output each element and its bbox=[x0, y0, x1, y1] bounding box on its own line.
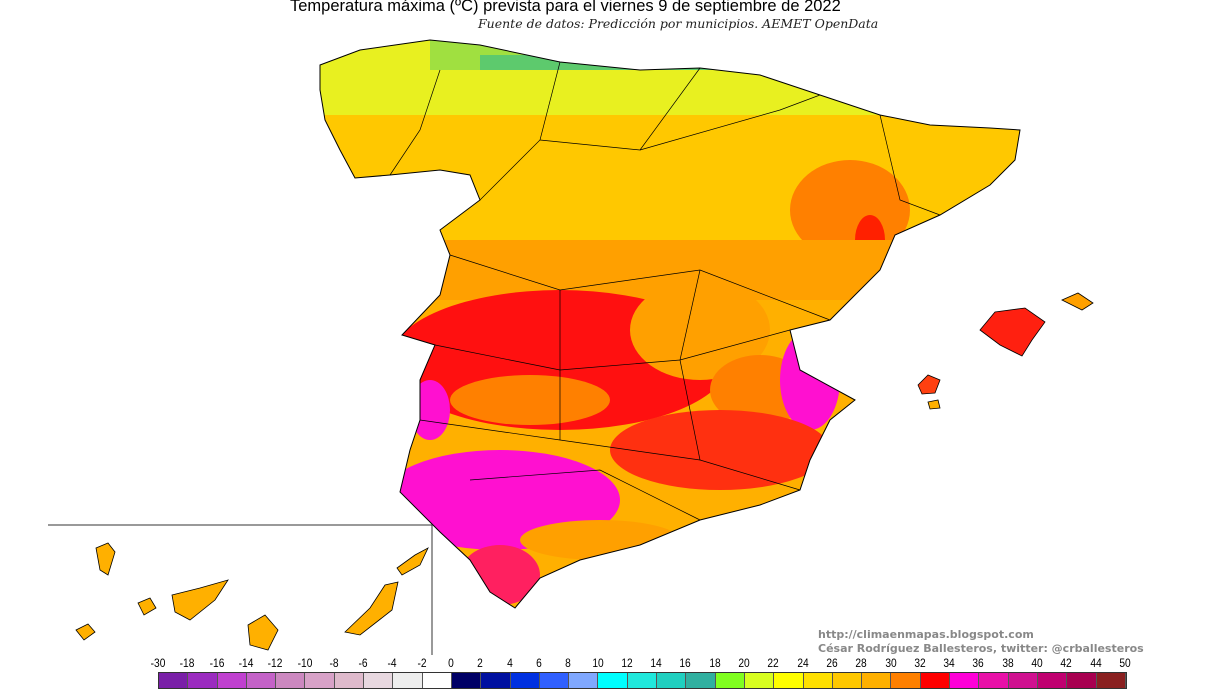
credits-author: César Rodríguez Ballesteros, twitter: @c… bbox=[818, 642, 1144, 655]
legend-swatch bbox=[569, 673, 599, 688]
legend-swatch bbox=[744, 673, 775, 688]
legend-swatch bbox=[979, 673, 1009, 688]
legend-swatch bbox=[627, 673, 658, 688]
legend-tick-label: 36 bbox=[972, 656, 985, 670]
legend-tick-label: -2 bbox=[417, 656, 427, 670]
legend-tick-label: 24 bbox=[796, 656, 809, 670]
legend-swatch bbox=[188, 673, 218, 688]
legend-swatch bbox=[1096, 673, 1126, 688]
legend-swatch bbox=[422, 673, 452, 688]
legend-swatch bbox=[246, 673, 277, 688]
legend-swatch bbox=[891, 673, 921, 688]
legend-tick-label: -18 bbox=[179, 656, 195, 670]
legend-tick-label: 42 bbox=[1060, 656, 1073, 670]
legend-tick-label: 32 bbox=[914, 656, 926, 670]
legend-swatch bbox=[715, 673, 745, 688]
map-title: Temperatura máxima (ºC) prevista para el… bbox=[290, 0, 841, 15]
legend-swatch bbox=[276, 673, 306, 688]
province-borders bbox=[389, 61, 941, 521]
legend-tick-label: 20 bbox=[738, 656, 750, 670]
legend-tick-label: -6 bbox=[358, 656, 368, 670]
color-legend bbox=[158, 672, 1127, 689]
legend-swatch bbox=[305, 673, 335, 688]
legend-tick-label: -8 bbox=[329, 656, 339, 670]
credits-url[interactable]: http://climaenmapas.blogspot.com bbox=[818, 628, 1034, 641]
legend-tick-label: 8 bbox=[565, 656, 572, 670]
legend-swatch bbox=[862, 673, 892, 688]
legend-tick-label: 34 bbox=[943, 656, 955, 670]
legend-labels: -30 -18 -16 -14 -12 -10 -8 -6 -4 -2 0 2 4 6 8 10 12 14 16 1… bbox=[0, 656, 1223, 672]
legend-swatch bbox=[598, 673, 628, 688]
legend-tick-label: 38 bbox=[1002, 656, 1014, 670]
legend-swatch bbox=[217, 673, 247, 688]
balearic-islands bbox=[917, 292, 1094, 410]
credits: http://climaenmapas.blogspot.com César R… bbox=[818, 628, 1144, 656]
legend-tick-label: 16 bbox=[679, 656, 692, 670]
legend-tick-label: 10 bbox=[591, 656, 604, 670]
legend-tick-label: 0 bbox=[448, 656, 454, 670]
legend-swatch bbox=[950, 673, 980, 688]
legend-tick-label: 14 bbox=[650, 656, 662, 670]
canary-islands-inset bbox=[48, 524, 433, 655]
map-subtitle: Fuente de datos: Predicción por municipi… bbox=[478, 16, 879, 31]
legend-tick-label: 40 bbox=[1031, 656, 1043, 670]
legend-tick-label: -12 bbox=[267, 656, 283, 670]
legend-swatch bbox=[686, 673, 716, 688]
legend-tick-label: 12 bbox=[621, 656, 633, 670]
legend-swatch bbox=[1008, 673, 1038, 688]
legend-tick-label: 28 bbox=[855, 656, 867, 670]
legend-tick-label: -4 bbox=[387, 656, 397, 670]
legend-swatch bbox=[393, 673, 423, 688]
legend-tick-label: 44 bbox=[1090, 656, 1102, 670]
legend-swatch bbox=[832, 673, 863, 688]
legend-swatch bbox=[159, 673, 189, 688]
legend-swatch bbox=[1037, 673, 1068, 688]
legend-tick-label: 2 bbox=[477, 656, 484, 670]
legend-swatch bbox=[803, 673, 833, 688]
legend-swatch bbox=[539, 673, 570, 688]
legend-swatch bbox=[451, 673, 482, 688]
legend-swatch bbox=[774, 673, 804, 688]
legend-tick-label: 30 bbox=[884, 656, 897, 670]
legend-swatch bbox=[364, 673, 394, 688]
legend-swatch bbox=[920, 673, 951, 688]
legend-tick-label: 18 bbox=[709, 656, 721, 670]
legend-tick-label: -16 bbox=[209, 656, 224, 670]
legend-swatch bbox=[481, 673, 511, 688]
legend-tick-label: 50 bbox=[1119, 656, 1131, 670]
legend-tick-label: 26 bbox=[826, 656, 838, 670]
legend-tick-label: -14 bbox=[238, 656, 254, 670]
legend-tick-label: 4 bbox=[506, 656, 513, 670]
legend-tick-label: -30 bbox=[150, 656, 166, 670]
legend-tick-label: 6 bbox=[536, 656, 542, 670]
legend-swatch bbox=[510, 673, 540, 688]
mainland-spain bbox=[320, 40, 1020, 608]
legend-tick-label: 22 bbox=[767, 656, 780, 670]
legend-tick-label: -10 bbox=[297, 656, 312, 670]
legend-swatch bbox=[334, 673, 365, 688]
legend-swatch bbox=[657, 673, 687, 688]
legend-swatch bbox=[1067, 673, 1097, 688]
